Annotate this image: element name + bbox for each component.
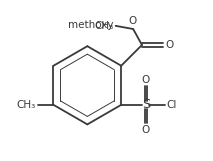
Text: S: S: [142, 98, 150, 111]
Text: O: O: [128, 16, 137, 26]
Text: O: O: [142, 125, 150, 135]
Text: O: O: [165, 40, 173, 50]
Text: CH₃: CH₃: [16, 100, 35, 110]
Text: CH₃: CH₃: [94, 21, 113, 31]
Text: methoxy: methoxy: [68, 20, 113, 30]
Text: Cl: Cl: [166, 100, 177, 110]
Text: O: O: [142, 75, 150, 85]
